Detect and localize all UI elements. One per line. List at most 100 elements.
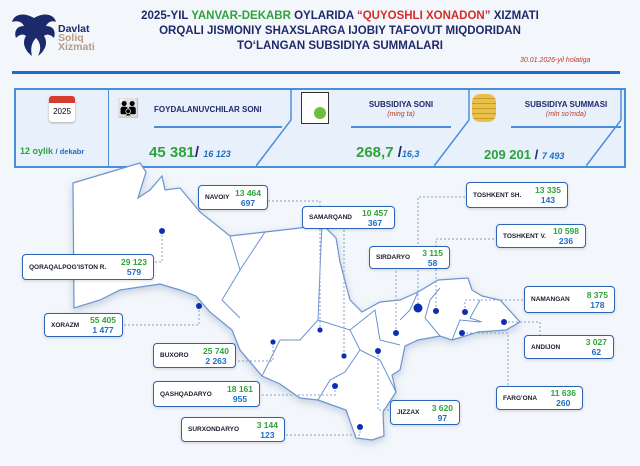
region-label-samarqand[interactable]: SAMARQAND 10 457 367: [302, 206, 395, 229]
dot-samarqand: [341, 353, 347, 359]
region-name: FARG'ONA: [503, 394, 538, 402]
title-part: OYLARIDA: [290, 10, 357, 22]
region-beneficiaries: 3 115: [422, 247, 443, 258]
logo-line2: Soliq: [58, 32, 84, 44]
dot-surxondaryo: [357, 424, 363, 430]
region-sum: 260: [556, 398, 571, 408]
region-beneficiaries: 13 335: [535, 185, 561, 195]
region-name: ANDIJON: [531, 343, 561, 351]
region-beneficiaries: 11 636: [550, 388, 576, 398]
dot-navoiy: [317, 327, 323, 333]
region-name: SURXONDARYO: [188, 426, 240, 433]
region-label-qashqadaryo[interactable]: QASHQADARYO 18 161 955: [153, 381, 260, 407]
sum-cell: SUBSIDIYA SUMMASI (mln so'mda) 209 201 /…: [466, 90, 626, 166]
period: 12 oylik: [20, 146, 54, 156]
period-sub: / dekabr: [55, 147, 85, 156]
region-beneficiaries: 3 027: [585, 337, 607, 347]
sum-month: 7 493: [541, 151, 565, 161]
region-name: QASHQADARYO: [160, 390, 212, 398]
count-unit: (ming ta): [387, 111, 415, 118]
title-line2: ORQALI JISMONIY SHAXSLARGA IJOBIY TAFOVU…: [159, 25, 521, 37]
title-part: 2025-YIL: [141, 10, 192, 22]
divider-slant: [586, 90, 622, 167]
dot-andijon: [501, 319, 507, 325]
region-label-qoraqalpogiston[interactable]: QORAQALPOG'ISTON R. 29 123 579: [22, 254, 154, 280]
region-sum: 143: [540, 195, 556, 205]
region-sum: 123: [260, 429, 275, 440]
divider-slant: [434, 90, 470, 167]
region-label-xorazm[interactable]: XORAZM 55 405 1 477: [44, 313, 123, 337]
region-beneficiaries: 10 598: [553, 226, 579, 236]
dot-toshkent-v: [433, 308, 439, 314]
region-sum: 697: [240, 197, 256, 208]
region-name: JIZZAX: [397, 409, 420, 416]
title-part: XIZMATI: [490, 10, 539, 22]
region-label-jizzax[interactable]: JIZZAX 3 620 97: [390, 400, 460, 425]
region-name: TOSHKENT SH.: [473, 191, 522, 199]
beneficiaries-month: 16 123: [203, 149, 231, 159]
region-label-toshkent-sh[interactable]: TOSHKENT SH. 13 335 143: [466, 182, 568, 208]
region-borders: [221, 223, 483, 401]
region-beneficiaries: 10 457: [362, 207, 388, 218]
region-sum: 178: [590, 299, 605, 310]
region-label-sirdaryo[interactable]: SIRDARYO 3 115 58: [369, 246, 450, 269]
region-name: SAMARQAND: [309, 214, 352, 221]
divider: [12, 71, 620, 74]
region-beneficiaries: 3 620: [431, 402, 453, 413]
region-beneficiaries: 18 161: [227, 384, 253, 394]
eagle-icon: [12, 14, 56, 56]
region-sum: 2 263: [205, 355, 227, 366]
region-beneficiaries: 3 144: [256, 419, 278, 430]
title-service: “QUYOSHLI XONADON”: [356, 10, 491, 22]
region-label-fargona[interactable]: FARG'ONA 11 636 260: [496, 386, 583, 410]
sum-unit: (mln so'mda): [545, 111, 587, 118]
region-label-navoiy[interactable]: NAVOIY 13 464 697: [198, 185, 268, 210]
title-period: YANVAR-DEKABR: [191, 10, 291, 22]
family-icon: 👪: [117, 98, 140, 118]
region-beneficiaries: 55 405: [90, 315, 116, 325]
count-month: 16,3: [401, 149, 420, 159]
region-name: NAVOIY: [205, 194, 230, 201]
region-name: BUXORO: [160, 352, 189, 359]
title-line3: TO‘LANGAN SUBSIDIYA SUMMALARI: [237, 40, 443, 52]
dot-qashqadaryo: [332, 383, 338, 389]
dot-qoraqalpogiston: [159, 228, 165, 234]
region-label-namangan[interactable]: NAMANGAN 8 375 178: [524, 286, 615, 313]
region-name: TOSHKENT V.: [503, 232, 546, 240]
region-beneficiaries: 25 740: [203, 345, 229, 356]
sum-total: 209 201: [484, 147, 531, 162]
count-cell: SUBSIDIYA SONI (ming ta) 268,7 /16,3: [291, 90, 461, 166]
region-label-surxondaryo[interactable]: SURXONDARYO 3 144 123: [181, 417, 285, 442]
region-label-andijon[interactable]: ANDIJON 3 027 62: [524, 335, 614, 359]
region-sum: 579: [126, 267, 142, 277]
region-name: NAMANGAN: [531, 296, 570, 303]
sum-label: SUBSIDIYA SUMMASI: [524, 100, 608, 109]
dot-fargona: [459, 330, 465, 336]
region-name: SIRDARYO: [376, 254, 411, 261]
logo-line1: Davlat: [58, 23, 90, 35]
region-label-toshkent-v[interactable]: TOSHKENT V. 10 598 236: [496, 224, 586, 248]
logo-text: Davlat Soliq Xizmati: [58, 23, 95, 53]
region-name: QORAQALPOG'ISTON R.: [29, 263, 107, 271]
dot-jizzax: [375, 348, 381, 354]
stats-panel: 2025 12 oylik / dekabr 👪 FOYDALANUVCHILA…: [14, 88, 626, 168]
dot-namangan: [462, 309, 468, 315]
divider-slant: [256, 90, 292, 167]
count-total: 268,7: [356, 144, 394, 161]
period-cell: 2025 12 oylik / dekabr: [16, 90, 109, 166]
beneficiaries-total: 45 381: [149, 144, 195, 161]
as-of-date: 30.01.2026-yil holatiga: [520, 57, 591, 64]
region-label-buxoro[interactable]: BUXORO 25 740 2 263: [153, 343, 236, 368]
region-name: XORAZM: [51, 321, 80, 329]
region-sum: 236: [558, 236, 574, 246]
region-sum: 62: [591, 347, 602, 357]
region-sum: 58: [427, 257, 438, 268]
calendar-icon: 2025: [49, 96, 75, 122]
count-label: SUBSIDIYA SONI: [368, 100, 434, 109]
dot-toshkent-sh: [413, 303, 423, 313]
region-sum: 955: [232, 394, 248, 404]
region-beneficiaries: 29 123: [121, 257, 147, 267]
